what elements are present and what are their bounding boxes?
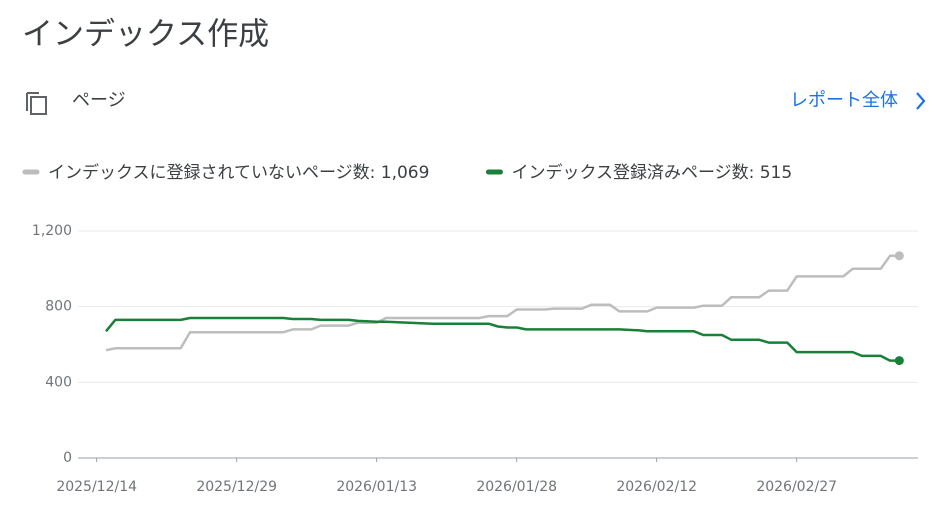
section-label: ページ xyxy=(72,90,126,111)
y-tick-label: 1,200 xyxy=(32,223,72,239)
x-tick-label: 2026/02/27 xyxy=(756,479,837,495)
y-tick-label: 800 xyxy=(45,299,72,315)
page-icon xyxy=(26,92,47,115)
end-dot xyxy=(894,251,904,261)
x-tick-label: 2026/01/28 xyxy=(476,479,557,495)
series-line xyxy=(105,316,900,362)
legend-label: インデックス登録済みページ数: 515 xyxy=(511,162,792,183)
legend-label: インデックスに登録されていないページ数: 1,069 xyxy=(48,162,429,183)
report-link[interactable]: レポート全体 xyxy=(790,90,898,111)
x-tick-label: 2026/02/12 xyxy=(616,479,697,495)
end-dot xyxy=(894,356,904,366)
chevron[interactable] xyxy=(916,92,926,110)
x-tick-label: 2025/12/14 xyxy=(56,479,137,495)
x-tick-label: 2026/01/13 xyxy=(336,479,417,495)
page-title: インデックス作成 xyxy=(22,17,269,53)
y-tick-label: 400 xyxy=(45,374,72,390)
series-line xyxy=(105,254,900,352)
y-tick-label: 0 xyxy=(63,450,72,466)
x-tick-label: 2025/12/29 xyxy=(196,479,277,495)
